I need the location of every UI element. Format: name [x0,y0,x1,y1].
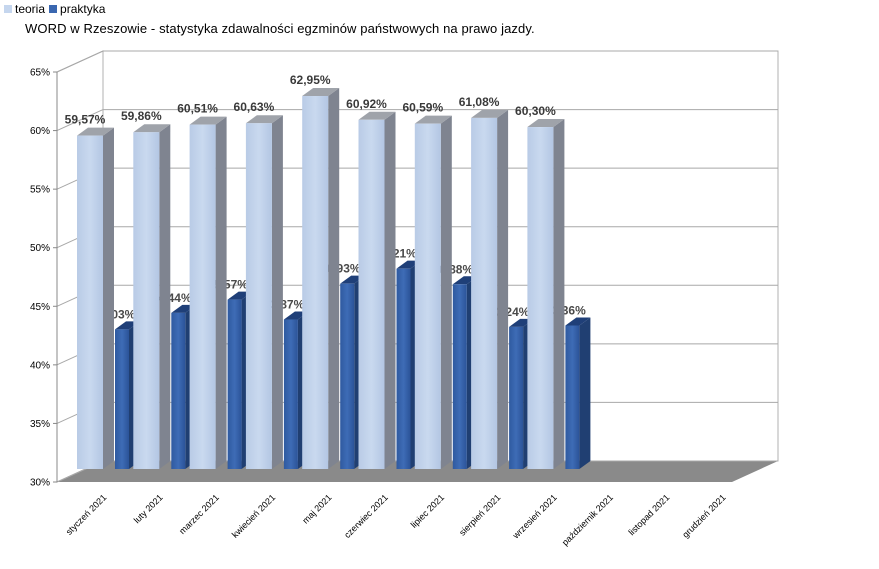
data-label-teoria: 60,59% [402,101,443,115]
bar-teoria [133,124,171,469]
bar-teoria-top [471,109,509,118]
bar-teoria-front [77,135,103,469]
x-tick-label: marzec 2021 [177,492,221,536]
bar-teoria-side [103,127,114,469]
chart-title: WORD w Rzeszowie - statystyka zdawalnośc… [25,21,535,36]
data-label-teoria: 59,57% [65,113,106,127]
bar-praktyka-front [115,329,129,469]
x-tick-label: kwiecień 2021 [230,492,277,539]
bar-praktyka-side [579,317,591,469]
bar-teoria-top [133,124,171,133]
y-tick-label: 45% [30,302,50,313]
bar-teoria-top [302,88,340,97]
bar-teoria-front [189,124,216,470]
data-label-teoria: 60,92% [346,97,387,111]
bar-praktyka-front [340,283,355,469]
legend-label-praktyka: praktyka [60,2,106,16]
bar-teoria-side [384,111,396,470]
bar-teoria-front [414,123,441,469]
data-label-teoria: 59,86% [121,109,162,123]
bar-teoria-top [245,115,283,124]
bar-teoria [245,115,283,469]
bar-teoria-side [159,124,171,469]
bar-teoria-top [527,119,565,128]
bar-teoria-front [527,127,554,470]
x-tick-label: styczeń 2021 [64,492,109,537]
bar-teoria-top [414,115,452,124]
legend-item-teoria: teoria [4,2,45,16]
data-label-teoria: 60,30% [515,104,556,118]
y-tick-label: 65% [30,68,50,79]
data-label-teoria: 62,95% [290,73,331,87]
bar-teoria [189,116,227,470]
bar-praktyka-front [452,284,467,469]
bar-teoria [302,88,340,469]
x-tick-label: czerwiec 2021 [342,492,390,540]
bar-praktyka [565,317,591,469]
bar-teoria-side [553,119,565,470]
bar-praktyka-front [171,312,186,469]
bar-teoria [358,111,396,470]
bar-teoria [527,119,565,470]
bar-teoria-top [77,127,114,136]
bar-praktyka-front [509,326,524,469]
x-tick-label: wrzesień 2021 [510,492,559,541]
x-tick-label: grudzień 2021 [680,492,727,539]
x-tick-label: październik 2021 [560,492,615,547]
bar-teoria-top [189,116,227,125]
y-tick-label: 30% [30,478,50,489]
bar-praktyka-front [396,268,411,469]
data-label-teoria: 60,51% [177,102,218,116]
bar-teoria-front [245,123,272,469]
legend-label-teoria: teoria [15,2,46,16]
bar-teoria-top [358,111,396,120]
x-tick-label: sierpień 2021 [457,492,502,537]
x-tick-label: luty 2021 [132,492,165,525]
bar-teoria [414,115,452,469]
bar-praktyka-front [283,319,298,469]
y-tick-label: 60% [30,126,50,137]
data-label-teoria: 61,08% [459,95,500,109]
y-tick-label: 40% [30,360,50,371]
bar-praktyka-front [227,299,242,469]
bar-teoria-front [471,117,498,470]
x-tick-label: lipiec 2021 [409,492,446,529]
legend-item-praktyka: praktyka [49,2,105,16]
bar-teoria-side [440,115,452,469]
bar-teoria [471,109,509,470]
bar-teoria-side [497,109,509,470]
x-tick-label: listopad 2021 [626,492,671,537]
bar-praktyka-front [565,325,580,469]
data-label-teoria: 60,63% [234,100,275,114]
gridline-side [56,109,104,132]
bar-teoria-side [328,88,340,469]
legend-swatch-praktyka [49,5,58,13]
bar-teoria-front [133,132,160,469]
legend: teoria praktyka [4,2,109,16]
y-tick-label: 50% [30,243,50,254]
bar-teoria-front [358,119,385,470]
bar-teoria-side [215,116,227,470]
bar-teoria-side [271,115,283,469]
legend-swatch-teoria [4,5,12,13]
bar-praktyka-top [565,317,591,326]
y-tick-label: 35% [30,419,50,430]
bar-teoria [77,127,114,469]
x-tick-label: maj 2021 [300,492,333,525]
bar-teoria-front [302,96,329,469]
gridline-side [56,50,104,73]
y-tick-label: 55% [30,185,50,196]
